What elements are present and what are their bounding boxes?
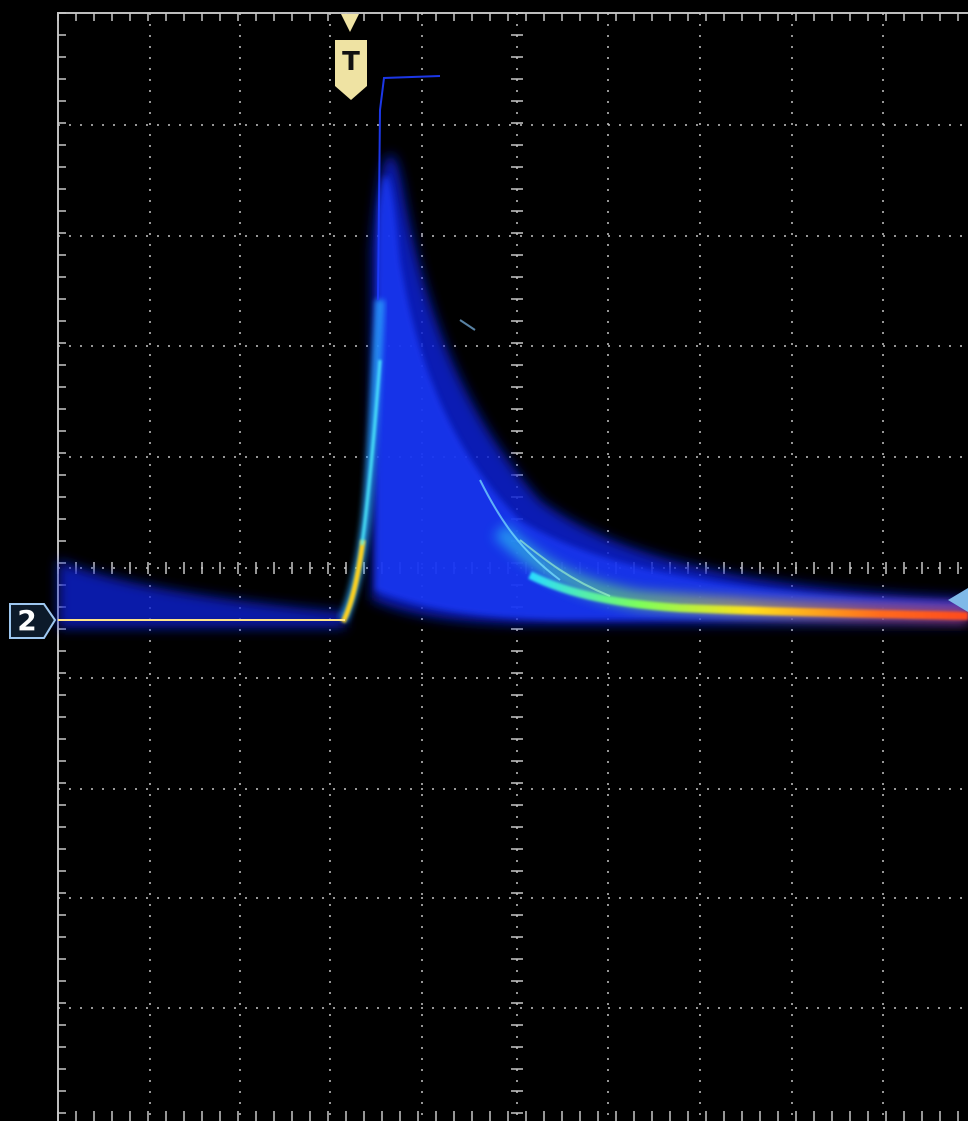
channel-2-marker[interactable]: 2 [8,601,46,641]
waveform-rising-edge-cyan [360,359,382,546]
waveform-decay-core [375,175,968,621]
waveform-peak-trace [377,75,441,301]
waveform-baseline-haze [58,560,345,628]
waveform-wisp [519,539,611,597]
waveform-decay-cloud [372,154,968,624]
trigger-position-marker[interactable] [335,14,367,100]
channel-2-label: 2 [17,604,37,637]
trigger-marker[interactable]: T [333,40,369,84]
trigger-level-marker-icon[interactable] [948,588,968,612]
trigger-position-tab [335,40,367,100]
persistence-waveform [58,75,968,628]
trigger-position-arrow [341,14,359,32]
trigger-label: T [342,47,360,77]
waveform-wisp [459,319,476,331]
waveform-wisp [479,479,561,581]
waveform-tail-hot [528,571,968,620]
channel-2-marker-shape [9,603,57,639]
waveform-rising-edge-hot [340,539,366,624]
